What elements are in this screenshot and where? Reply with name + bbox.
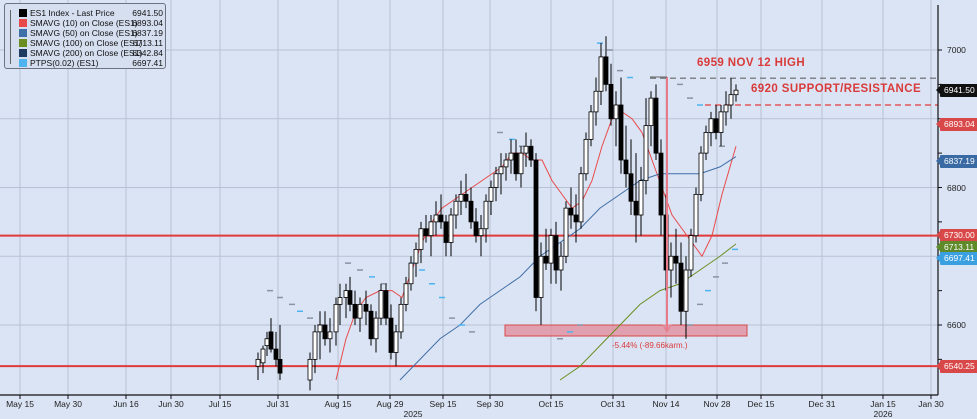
legend-item[interactable]: ES1 Index - Last Price 6941.50	[19, 8, 165, 18]
x-axis-label: May 30	[54, 399, 82, 409]
x-axis-label: Jan 15	[870, 399, 896, 409]
x-axis-label: Nov 14	[652, 399, 680, 409]
legend-swatch	[19, 19, 27, 27]
price-tag: 6837.19	[936, 155, 977, 168]
legend-label: SMAVG (200) on Close (ES1)	[30, 48, 143, 58]
legend-item[interactable]: SMAVG (100) on Close (ES1) 6713.11	[19, 38, 165, 48]
x-axis-label: Jul 15	[208, 399, 232, 409]
nov12-high-annotation: 6959 NOV 12 HIGH	[697, 57, 806, 69]
legend-swatch	[19, 59, 27, 67]
x-axis-label: Sep 30	[476, 399, 504, 409]
legend-label: SMAVG (100) on Close (ES1)	[30, 38, 143, 48]
x-axis-label: Aug 29	[376, 399, 404, 409]
price-tag: 6730.00	[936, 229, 977, 242]
drawdown-annotation: -5.44% (-89.66karm.)	[612, 341, 688, 350]
x-axis-label: Jun 16	[113, 399, 139, 409]
legend-swatch	[19, 49, 27, 57]
legend-value: 6893.04	[132, 18, 163, 28]
horizontal-levels	[0, 77, 938, 368]
x-axis-label: Jun 30	[158, 399, 184, 409]
candlesticks	[255, 36, 739, 391]
x-axis-label: Sep 15	[429, 399, 457, 409]
x-axis-label: Jul 31	[266, 399, 290, 409]
legend-swatch	[19, 29, 27, 37]
legend-value: 6941.50	[132, 8, 163, 18]
legend-label: SMAVG (10) on Close (ES1)	[30, 18, 138, 28]
y-axis-label: 6600	[947, 320, 966, 330]
legend-value: 6837.19	[132, 28, 163, 38]
y-axis-label: 6800	[947, 183, 966, 193]
legend-swatch	[19, 39, 27, 47]
legend-value: 6713.11	[132, 38, 163, 48]
x-axis-label: Dec 15	[747, 399, 775, 409]
legend-swatch	[19, 9, 27, 17]
x-axis-label: May 15	[6, 399, 34, 409]
chart-legend: ES1 Index - Last Price 6941.50 SMAVG (10) …	[4, 3, 166, 69]
x-axis-label: Jan 30	[918, 399, 944, 409]
legend-item[interactable]: SMAVG (50) on Close (ES1) 6837.19	[19, 28, 165, 38]
x-axis-label: Dec 31	[808, 399, 836, 409]
year-label: 2026	[873, 409, 893, 419]
legend-item[interactable]: PTPS(0.02) (ES1) 6697.41	[19, 58, 165, 68]
legend-item[interactable]: SMAVG (10) on Close (ES1) 6893.04	[19, 18, 165, 28]
x-axis-label: Nov 28	[703, 399, 731, 409]
legend-value: 6697.41	[132, 58, 163, 68]
price-tag: 6540.25	[936, 360, 977, 373]
legend-item[interactable]: SMAVG (200) on Close (ES1) 6342.84	[19, 48, 165, 58]
x-axis-label: Aug 15	[324, 399, 352, 409]
price-tag: 6893.04	[936, 118, 977, 131]
price-tag: 6941.50	[936, 84, 977, 97]
support-resistance-annotation: 6920 SUPPORT/RESISTANCE	[751, 83, 922, 95]
legend-label: SMAVG (50) on Close (ES1)	[30, 28, 138, 38]
support-zone	[504, 324, 748, 337]
year-label: 2025	[403, 409, 423, 419]
x-axis-label: Oct 31	[600, 399, 626, 409]
price-tag: 6713.11	[935, 241, 977, 254]
legend-value: 6342.84	[132, 48, 163, 58]
x-axis-label: Oct 15	[538, 399, 564, 409]
legend-label: ES1 Index - Last Price	[30, 8, 115, 18]
legend-label: PTPS(0.02) (ES1)	[30, 58, 99, 68]
drawdown-marker	[650, 76, 672, 334]
y-axis-label: 7000	[947, 45, 966, 55]
price-tag: 6697.41	[936, 252, 977, 265]
legend-tree-line	[10, 10, 17, 64]
